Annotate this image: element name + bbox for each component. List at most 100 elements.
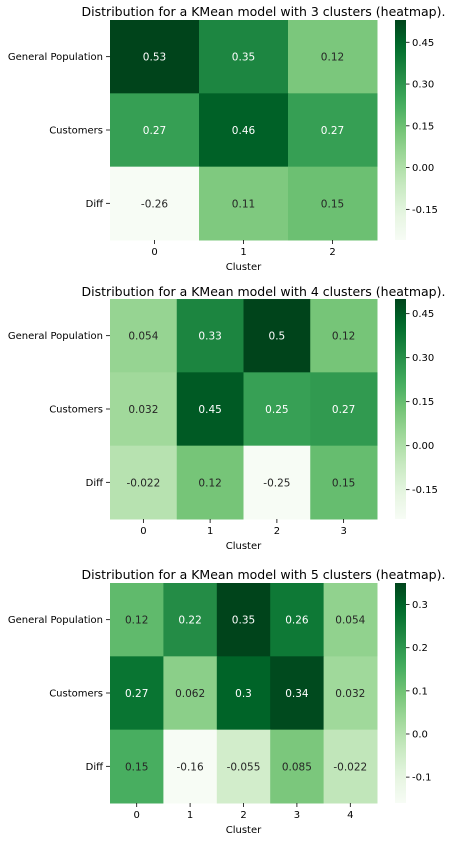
x-tick-label: 2	[274, 526, 280, 537]
colorbar-tick-label: 0.45	[412, 309, 434, 320]
colorbar-tick-label: 0.00	[412, 441, 434, 452]
heatmap-cell	[310, 372, 378, 447]
cell-value-label: 0.15	[321, 198, 344, 210]
cell-value-label: -0.022	[126, 477, 160, 489]
cell-value-label: 0.032	[128, 404, 158, 416]
cell-value-label: 0.15	[332, 477, 355, 489]
heatmap-cell	[323, 729, 378, 804]
cell-value-label: 0.27	[143, 125, 166, 137]
cell-value-label: -0.25	[263, 477, 290, 489]
heatmap-cell	[176, 445, 244, 520]
cell-value-label: 0.33	[198, 331, 221, 343]
heatmap-cell	[243, 299, 311, 373]
cell-value-label: 0.12	[321, 52, 344, 64]
heatmap-cell	[310, 445, 378, 520]
cell-value-label: 0.054	[128, 331, 158, 343]
y-tick-label: Diff	[86, 762, 104, 773]
x-axis-label: Cluster	[226, 825, 262, 836]
heatmap-cell	[163, 729, 218, 804]
colorbar-tick-label: 0.3	[412, 600, 428, 611]
colorbar	[395, 299, 406, 519]
heatmap-cell	[323, 656, 378, 731]
y-tick-label: Customers	[49, 126, 103, 137]
colorbar-tick-label: 0.1	[412, 686, 428, 697]
heatmap-cell	[270, 583, 325, 657]
cell-value-label: 0.15	[125, 761, 148, 773]
x-tick-label: 4	[347, 810, 353, 821]
heatmap-cell	[323, 583, 378, 657]
x-tick-label: 0	[140, 526, 146, 537]
x-tick-label: 2	[240, 810, 246, 821]
chart-title: Distribution for a KMean model with 3 cl…	[82, 4, 446, 19]
cell-value-label: 0.11	[232, 198, 255, 210]
heatmap-cell	[199, 93, 289, 168]
x-tick-label: 1	[207, 526, 213, 537]
heatmap-cell	[243, 445, 311, 520]
heatmap-cell	[110, 656, 164, 731]
cell-value-label: 0.12	[332, 331, 355, 343]
cell-value-label: 0.27	[321, 125, 344, 137]
cell-value-label: -0.022	[333, 761, 367, 773]
colorbar-tick-label: 0.15	[412, 121, 434, 132]
heatmap-cell	[243, 372, 311, 447]
cell-value-label: 0.062	[175, 688, 205, 700]
cell-value-label: -0.26	[141, 198, 168, 210]
heatmap-cell	[176, 299, 244, 373]
colorbar-tick-label: 0.2	[412, 643, 428, 654]
cell-value-label: 0.12	[125, 615, 148, 627]
cell-value-label: 0.5	[269, 331, 286, 343]
heatmap-cell	[110, 20, 200, 94]
x-tick-label: 2	[329, 247, 335, 258]
colorbar-tick-label: 0.45	[412, 38, 434, 49]
colorbar	[395, 20, 406, 240]
heatmap-cell	[110, 729, 164, 804]
chart-title: Distribution for a KMean model with 4 cl…	[82, 284, 446, 299]
cell-value-label: 0.27	[125, 688, 148, 700]
x-tick-label: 1	[187, 810, 193, 821]
colorbar-tick-label: -0.15	[412, 485, 438, 496]
cell-value-label: 0.085	[282, 761, 312, 773]
y-tick-label: General Population	[8, 615, 103, 626]
x-tick-label: 1	[240, 247, 246, 258]
cell-value-label: 0.53	[143, 52, 166, 64]
heatmap-cell	[163, 583, 218, 657]
x-tick-label: 3	[294, 810, 300, 821]
heatmap-cell	[288, 20, 378, 94]
cell-value-label: 0.25	[265, 404, 288, 416]
chart-title: Distribution for a KMean model with 5 cl…	[82, 567, 446, 582]
cell-value-label: 0.26	[285, 615, 309, 627]
x-tick-label: 0	[134, 810, 140, 821]
y-tick-label: Customers	[49, 405, 103, 416]
heatmap-cell	[199, 166, 289, 241]
y-tick-label: Customers	[49, 689, 103, 700]
x-axis-label: Cluster	[226, 262, 262, 273]
colorbar-tick-label: 0.15	[412, 397, 434, 408]
cell-value-label: -0.055	[227, 761, 261, 773]
heatmap-panel-4-clusters: Distribution for a KMean model with 4 cl…	[8, 284, 446, 552]
y-tick-label: Diff	[86, 199, 104, 210]
y-tick-label: General Population	[8, 52, 103, 63]
heatmap-cell	[288, 166, 378, 241]
cell-value-label: -0.16	[177, 761, 204, 773]
cell-value-label: 0.054	[335, 615, 365, 627]
cell-value-label: 0.22	[178, 615, 201, 627]
heatmap-cell	[110, 583, 164, 657]
heatmap-cell	[110, 166, 200, 241]
heatmap-cell	[110, 299, 178, 373]
heatmap-cell	[110, 93, 200, 168]
colorbar-tick-label: 0.0	[412, 729, 428, 740]
cell-value-label: 0.34	[285, 688, 309, 700]
colorbar-tick-label: -0.1	[412, 773, 432, 784]
x-tick-label: 0	[151, 247, 157, 258]
heatmap-cell	[176, 372, 244, 447]
x-tick-label: 3	[340, 526, 346, 537]
colorbar	[395, 583, 406, 803]
heatmap-cell	[310, 299, 378, 373]
heatmap-cell	[199, 20, 289, 94]
heatmap-cell	[288, 93, 378, 168]
heatmap-cell	[216, 729, 271, 804]
heatmap-cell	[270, 656, 325, 731]
cell-value-label: 0.3	[235, 688, 252, 700]
heatmap-panel-3-clusters: Distribution for a KMean model with 3 cl…	[8, 4, 446, 273]
